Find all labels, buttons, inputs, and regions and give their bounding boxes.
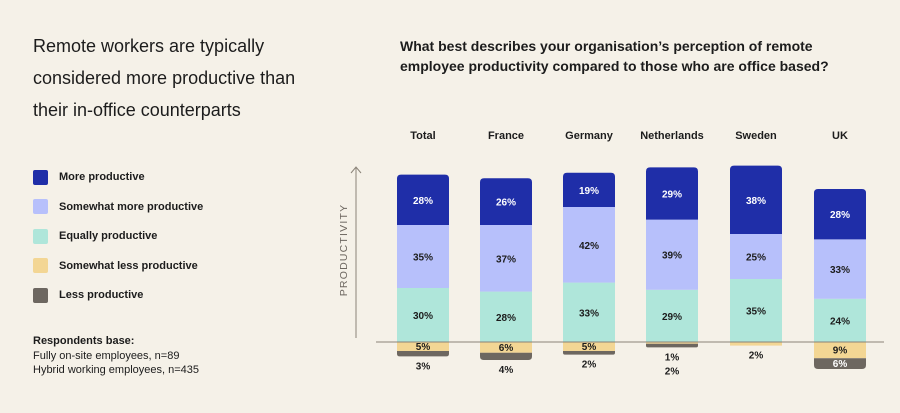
bar-group-uk: UK 24% 33% 28% 9% 6%	[814, 130, 866, 370]
data-label: 28%	[413, 196, 433, 207]
data-label: 28%	[830, 210, 850, 221]
legend-label: Somewhat less productive	[59, 259, 198, 272]
bar-segment-equally-productive	[646, 289, 698, 342]
bar-segment-less-productive	[563, 351, 615, 355]
legend-label: More productive	[59, 171, 145, 183]
bar-segment-less-productive	[646, 343, 698, 348]
data-label: 26%	[496, 198, 516, 209]
chart-title: What best describes your organisation’s …	[400, 38, 829, 74]
bar-group-germany: Germany 33% 42% 19% 5% 2%	[563, 130, 615, 371]
legend-swatch-less-productive	[33, 287, 48, 303]
bar-segment-more-productive	[480, 178, 532, 225]
legend-item-somewhat-less-productive: Somewhat less productive	[33, 258, 203, 273]
data-label: 25%	[746, 253, 766, 264]
bar-segment-more-productive	[563, 172, 615, 207]
bar-segment-somewhat-less-productive	[646, 342, 698, 344]
legend-label: Somewhat more productive	[59, 200, 204, 213]
bar-segment-somewhat-more-productive	[480, 225, 532, 292]
bar-segment-somewhat-less-productive	[814, 342, 866, 359]
respondents-base-line: Hybrid working employees, n=435	[33, 364, 200, 376]
bar-segment-more-productive	[397, 174, 449, 225]
legend-label: Less productive	[59, 289, 144, 301]
data-label: 42%	[579, 241, 599, 252]
bar-segment-somewhat-more-productive	[397, 225, 449, 288]
bar-group-france: France 28% 37% 26% 6% 4%	[480, 130, 532, 376]
bar-segment-more-productive	[730, 165, 782, 234]
bar-segment-more-productive	[646, 167, 698, 220]
bar-segment-somewhat-less-productive	[730, 342, 782, 346]
bar-segment-equally-productive	[730, 279, 782, 342]
category-label: UK	[832, 130, 848, 142]
data-label: 3%	[416, 361, 431, 372]
respondents-base-line: Fully on-site employees, n=89	[33, 349, 180, 362]
respondents-base: Respondents base: Fully on-site employee…	[33, 334, 199, 378]
legend-swatch-somewhat-more-productive	[33, 199, 48, 214]
bar-segment-somewhat-less-productive	[563, 342, 615, 351]
legend-item-somewhat-more-productive: Somewhat more productive	[33, 199, 204, 214]
data-label: 5%	[416, 342, 431, 353]
bar-group-sweden: Sweden 35% 25% 38% 2%	[730, 130, 782, 362]
bar-segment-somewhat-more-productive	[730, 234, 782, 279]
data-label: 29%	[662, 312, 682, 323]
y-axis-arrow-icon	[350, 166, 362, 174]
legend-swatch-more-productive	[33, 169, 48, 185]
y-axis-label: PRODUCTIVITY	[338, 204, 350, 297]
legend-item-equally-productive: Equally productive	[33, 228, 203, 244]
data-label: 39%	[662, 251, 682, 262]
data-label: 5%	[582, 342, 597, 353]
data-label: 30%	[413, 311, 433, 322]
data-label: 35%	[413, 253, 433, 264]
data-label: 2%	[749, 351, 764, 362]
bar-segment-somewhat-less-productive	[480, 342, 532, 353]
data-label: 33%	[830, 265, 850, 276]
bar-segment-somewhat-more-productive	[646, 219, 698, 290]
legend: More productive Somewhat more productive…	[33, 169, 204, 318]
bar-segment-somewhat-more-productive	[563, 207, 615, 283]
respondents-base-title: Respondents base:	[33, 335, 135, 347]
data-label: 33%	[579, 308, 599, 319]
legend-swatch-somewhat-less-productive	[33, 258, 48, 273]
bar-segment-less-productive	[814, 358, 866, 369]
data-label: 19%	[579, 186, 599, 197]
category-label: France	[488, 130, 524, 142]
legend-item-less-productive: Less productive	[33, 287, 203, 303]
bar-segment-equally-productive	[397, 288, 449, 342]
category-label: Total	[410, 130, 435, 142]
data-label: 28%	[496, 313, 516, 324]
legend-swatch-equally-productive	[33, 228, 48, 244]
data-label: 37%	[496, 254, 516, 265]
bar-segment-somewhat-more-productive	[814, 239, 866, 299]
category-label: Netherlands	[640, 130, 704, 142]
legend-item-more-productive: More productive	[33, 169, 203, 185]
bar-segment-less-productive	[480, 352, 532, 360]
bar-segment-somewhat-less-productive	[397, 342, 449, 351]
headline: Remote workers are typically considered …	[33, 36, 296, 120]
bar-group-total: Total 30% 35% 28% 5% 3%	[397, 130, 449, 372]
data-label: 9%	[833, 346, 848, 357]
data-label: 6%	[833, 359, 848, 370]
data-label: 1%	[665, 352, 680, 363]
legend-label: Equally productive	[59, 230, 158, 242]
bar-segment-less-productive	[397, 351, 449, 357]
bar-segment-more-productive	[814, 189, 866, 240]
bar-segment-equally-productive	[814, 298, 866, 342]
bar-group-netherlands: Netherlands 29% 39% 29% 1% 2%	[640, 130, 704, 377]
data-label: 35%	[746, 307, 766, 318]
data-label: 4%	[499, 365, 514, 376]
data-label: 29%	[662, 190, 682, 201]
bar-segment-equally-productive	[480, 291, 532, 342]
data-label: 2%	[665, 366, 680, 377]
category-label: Germany	[565, 130, 614, 142]
bar-segment-equally-productive	[563, 282, 615, 342]
data-label: 24%	[830, 316, 850, 327]
category-label: Sweden	[735, 130, 777, 142]
data-label: 2%	[582, 360, 597, 371]
data-label: 6%	[499, 343, 514, 354]
data-label: 38%	[746, 196, 766, 207]
